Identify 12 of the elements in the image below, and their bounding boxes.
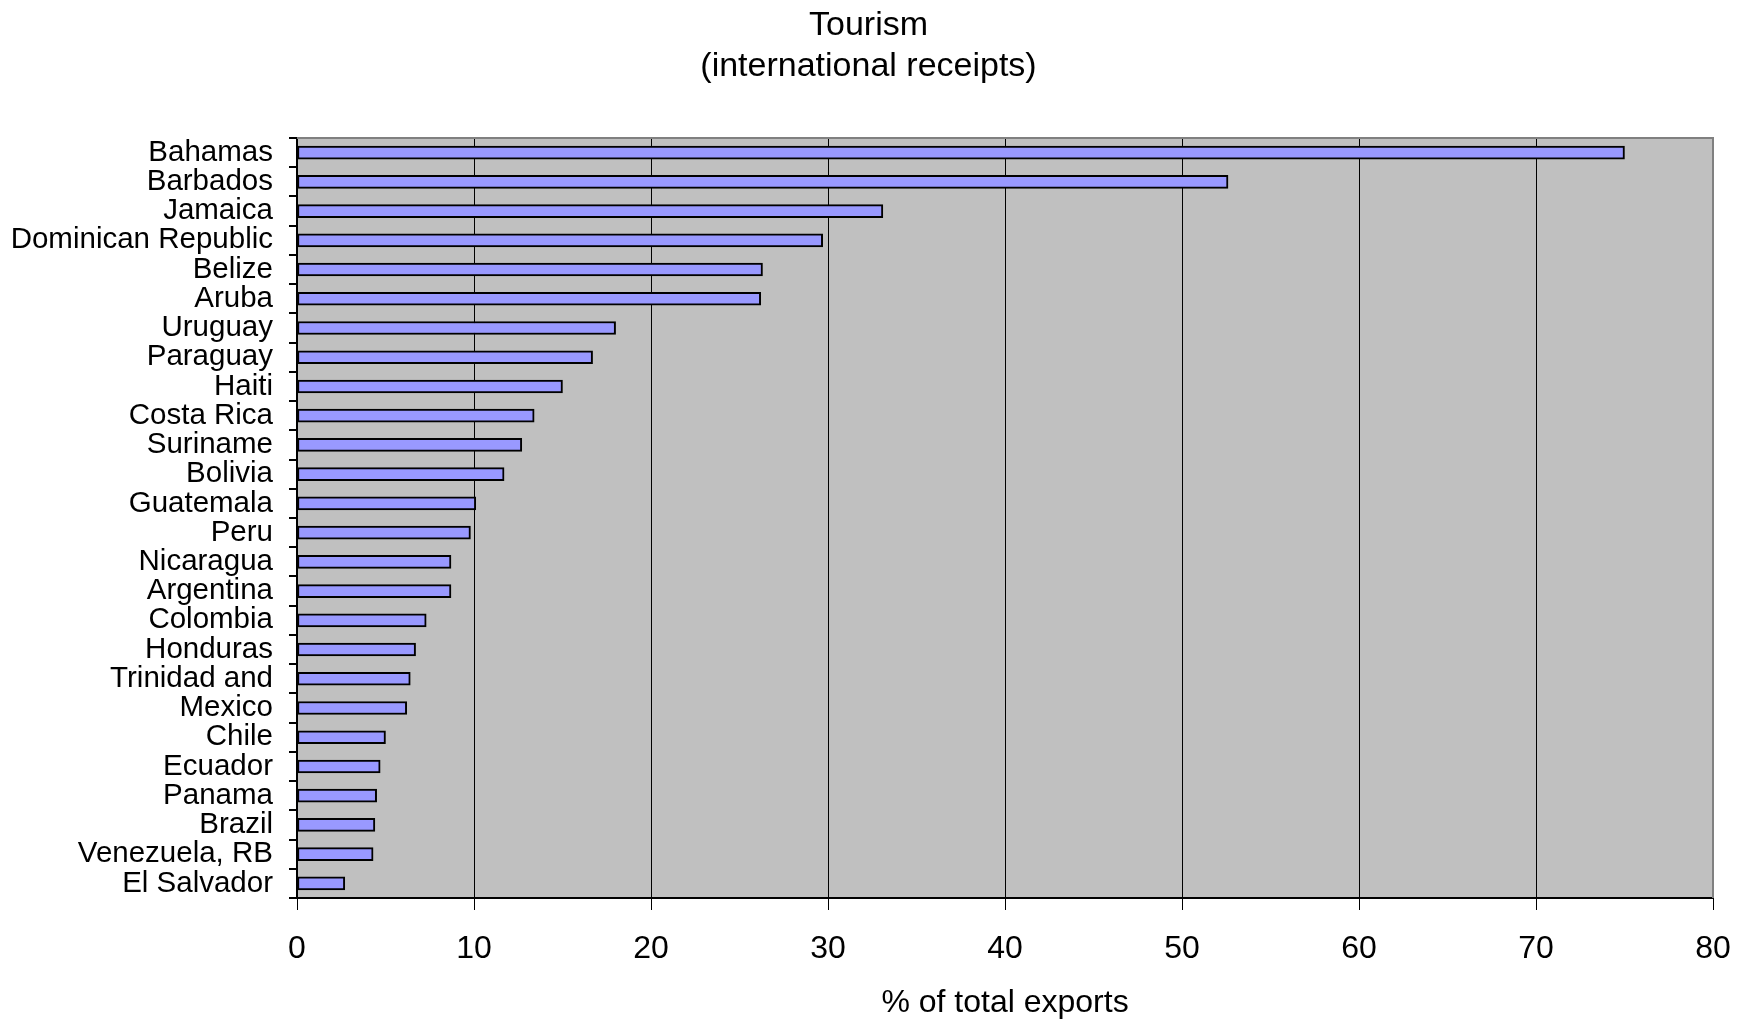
x-tick-label: 0 [288,929,306,966]
x-tick-label: 40 [987,929,1023,966]
x-tick-label: 20 [633,929,669,966]
x-tick-label: 60 [1341,929,1377,966]
chart-subtitle: (international receipts) [700,44,1037,83]
x-tick-label: 30 [810,929,846,966]
chart-title: Tourism [808,3,929,42]
x-tick-label: 80 [1695,929,1731,966]
x-tick-label: 70 [1518,929,1554,966]
x-tick-label: 50 [1164,929,1200,966]
x-tick-label: 10 [456,929,492,966]
x-axis-title: % of total exports [881,982,1129,1019]
